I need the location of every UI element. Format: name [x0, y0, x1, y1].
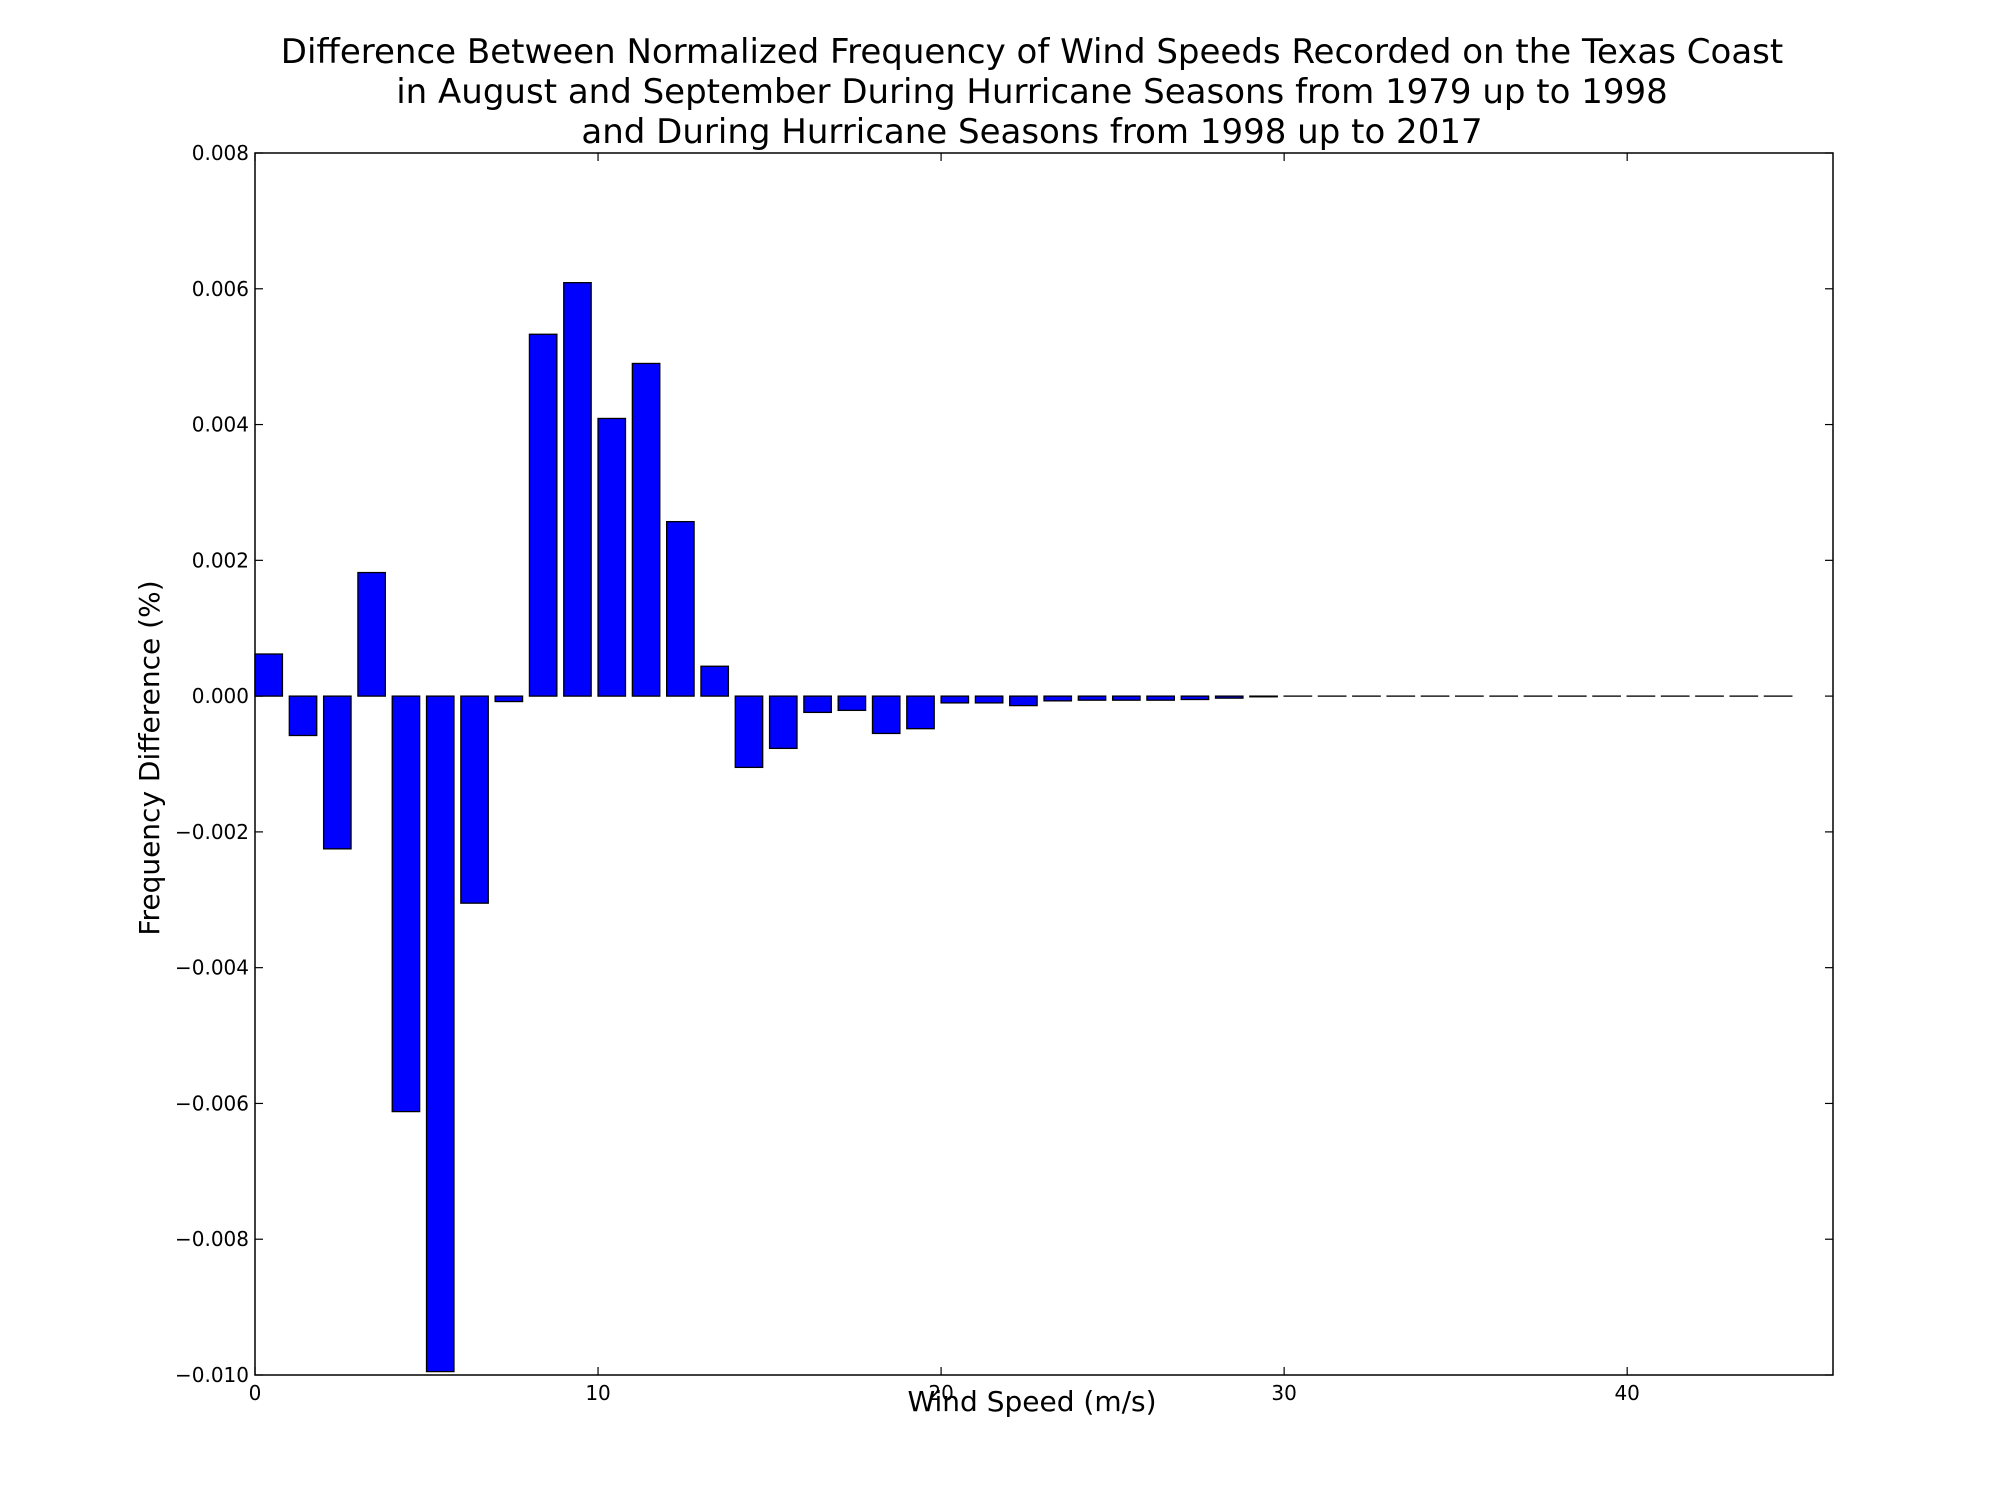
bar-2	[322, 695, 352, 850]
bar-27	[1180, 695, 1210, 701]
bar-15	[768, 695, 798, 750]
bar-8	[528, 333, 558, 697]
y-tick-label: 0.008	[192, 141, 249, 165]
bar-24	[1077, 695, 1107, 701]
bar-26	[1146, 695, 1176, 701]
bar-21	[974, 695, 1004, 704]
bar-10	[597, 417, 627, 697]
ticks-layer: 0 10 20 30 40 0.008 0.006 0.004 0.002 0.000 −0.002…	[175, 141, 1833, 1405]
bar-13	[700, 665, 730, 697]
bar-1	[288, 695, 318, 737]
bar-14	[734, 695, 764, 769]
bar-0	[254, 653, 284, 697]
y-tick-label: 0.004	[192, 413, 249, 437]
y-tick-label: −0.008	[175, 1227, 249, 1251]
bar-16	[803, 695, 832, 714]
bar-3	[357, 571, 387, 697]
y-tick-label: −0.004	[175, 956, 249, 980]
bar-17	[837, 695, 867, 712]
x-axis-label: Wind Speed (m/s)	[907, 1385, 1156, 1418]
x-tick-label: 20	[928, 1381, 953, 1405]
bar-12	[666, 520, 695, 697]
bar-11	[631, 362, 661, 697]
bar-28	[1214, 695, 1244, 699]
bar-18	[871, 695, 901, 735]
y-tick-label: −0.006	[175, 1091, 249, 1115]
bar-9	[563, 282, 592, 697]
chart-title: Difference Between Normalized Frequency …	[281, 32, 1783, 152]
x-tick-label: 40	[1614, 1381, 1639, 1405]
title-line-2: in August and September During Hurricane…	[396, 72, 1668, 112]
bar-20	[940, 695, 970, 704]
y-axis-label: Frequency Difference (%)	[133, 580, 166, 935]
bar-22	[1009, 695, 1038, 707]
bar-6	[460, 695, 489, 904]
title-line-1: Difference Between Normalized Frequency …	[281, 32, 1783, 72]
y-tick-label: 0.006	[192, 277, 249, 301]
bars-layer	[254, 282, 1793, 1373]
x-tick-label: 30	[1271, 1381, 1296, 1405]
y-tick-label: 0.000	[192, 684, 249, 708]
plot-frame	[254, 152, 1834, 1376]
x-tick-label: 0	[249, 1381, 262, 1405]
bar-7	[494, 695, 524, 703]
y-tick-label: −0.002	[175, 820, 249, 844]
y-tick-label: −0.010	[175, 1363, 249, 1387]
y-tick-label: 0.002	[192, 548, 249, 572]
bar-5	[425, 695, 455, 1373]
bar-29	[1249, 695, 1278, 698]
title-line-3: and During Hurricane Seasons from 1998 u…	[581, 112, 1482, 152]
x-tick-label: 10	[585, 1381, 610, 1405]
bar-19	[906, 695, 935, 730]
bar-25	[1111, 695, 1141, 701]
bar-4	[391, 695, 421, 1113]
bar-23	[1043, 695, 1073, 702]
